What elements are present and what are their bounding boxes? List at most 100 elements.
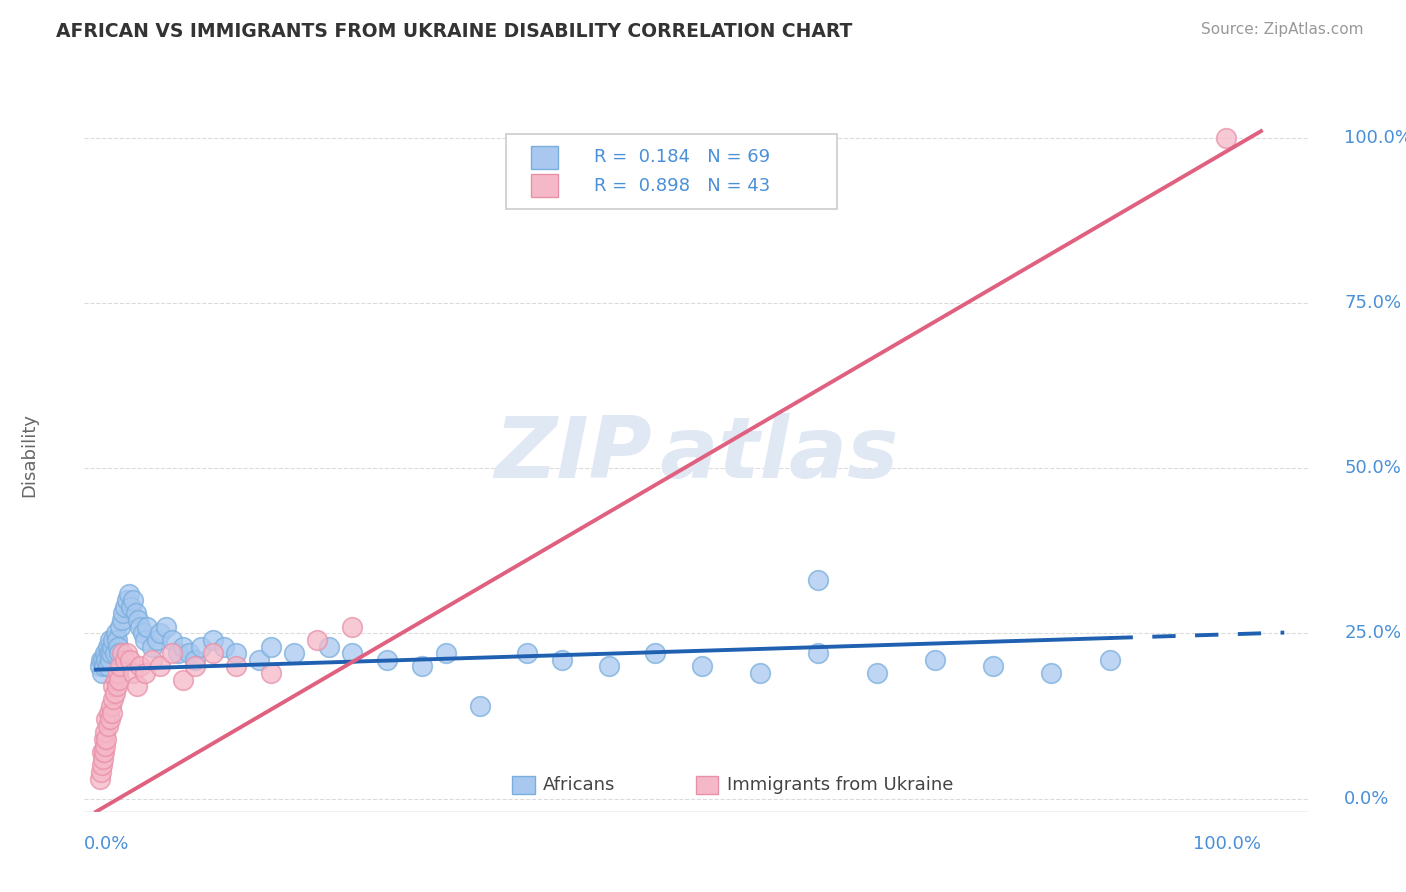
Point [129,659,152,673]
Point [201,646,224,660]
Point [307,632,329,647]
Point [184,653,207,667]
Bar [696,776,718,794]
Point [93,745,115,759]
Point [318,640,340,654]
Point [129,620,152,634]
Point [136,620,159,634]
Point [105,632,128,647]
Point [97,659,120,673]
Text: R =  0.898   N = 43: R = 0.898 N = 43 [595,177,770,194]
Point [90,665,112,680]
Text: 100.0%: 100.0% [1192,835,1261,853]
Text: 75.0%: 75.0% [1344,294,1402,312]
Point [96,712,118,726]
Point [108,673,131,687]
Point [98,712,121,726]
Point [107,640,129,654]
Point [411,659,433,673]
Point [134,632,156,647]
Point [470,698,492,713]
Point [111,646,134,660]
Point [247,653,270,667]
Point [97,640,120,654]
Point [141,653,163,667]
Text: 50.0%: 50.0% [1344,459,1402,477]
Text: 0.0%: 0.0% [1344,789,1389,807]
Point [100,698,122,713]
Point [103,692,125,706]
Point [98,632,121,647]
Point [125,679,148,693]
Point [101,706,124,720]
Point [375,653,398,667]
Point [93,732,115,747]
Point [97,706,120,720]
Point [145,632,167,647]
Point [98,653,121,667]
Text: Africans: Africans [543,776,616,794]
Point [96,653,118,667]
Point [124,607,146,621]
Text: 100.0%: 100.0% [1344,128,1406,147]
Point [981,659,1004,673]
Point [90,653,112,667]
Point [100,646,122,660]
Point [283,646,305,660]
Point [807,574,830,588]
Point [644,646,666,660]
Point [104,646,127,660]
Point [117,593,139,607]
Point [103,632,125,647]
Point [134,665,156,680]
Point [179,646,201,660]
Point [114,599,136,614]
Point [260,665,283,680]
Text: Immigrants from Ukraine: Immigrants from Ukraine [727,776,953,794]
Point [516,646,538,660]
Point [114,653,136,667]
Point [108,646,131,660]
Bar [531,175,558,197]
Point [104,673,127,687]
Point [1040,665,1063,680]
Point [111,613,134,627]
Point [91,653,114,667]
Point [105,679,128,693]
Point [127,613,149,627]
Point [149,626,172,640]
Point [865,665,887,680]
Point [118,653,141,667]
Bar [512,776,534,794]
FancyBboxPatch shape [506,134,837,209]
Text: Source: ZipAtlas.com: Source: ZipAtlas.com [1201,22,1364,37]
Text: 25.0%: 25.0% [1344,624,1402,642]
Point [117,646,139,660]
Point [107,665,129,680]
Point [260,640,283,654]
Point [89,659,111,673]
Text: Disability: Disability [20,413,38,497]
Point [94,725,117,739]
Point [749,665,772,680]
Point [155,620,177,634]
Point [94,646,117,660]
Point [184,659,207,673]
Point [598,659,620,673]
Point [141,640,163,654]
Point [122,665,145,680]
Point [342,620,364,634]
Bar [531,146,558,169]
Point [160,646,183,660]
Point [103,679,125,693]
Point [149,659,172,673]
Point [172,640,194,654]
Point [225,659,247,673]
Point [190,640,212,654]
Point [122,593,145,607]
Point [690,659,713,673]
Point [111,607,134,621]
Point [166,646,188,660]
Point [1098,653,1121,667]
Point [117,587,139,601]
